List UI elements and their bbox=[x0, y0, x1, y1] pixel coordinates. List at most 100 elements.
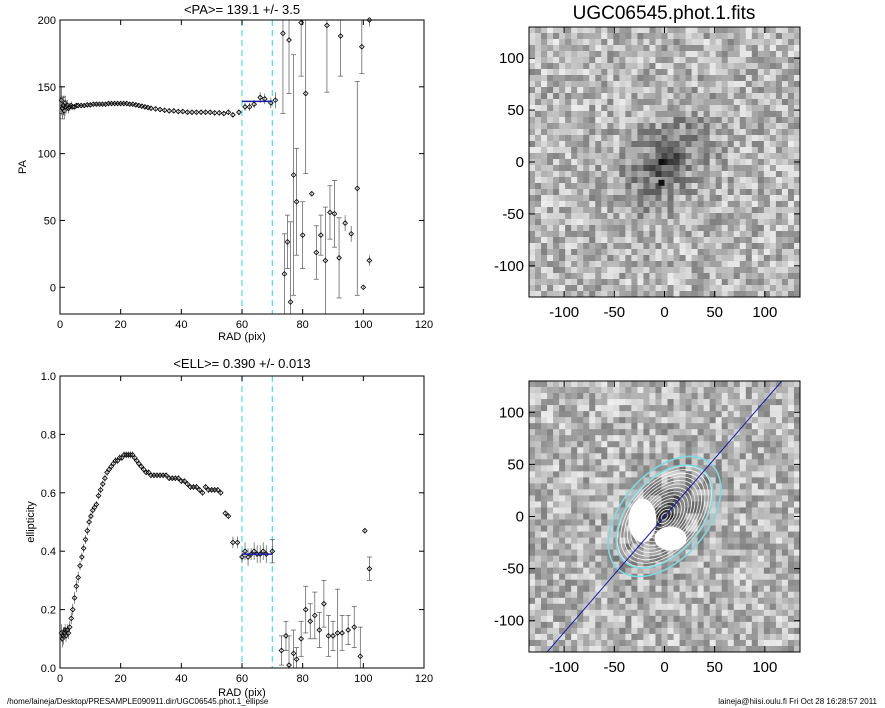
image-pixel bbox=[679, 69, 687, 76]
image-pixel bbox=[691, 147, 699, 154]
image-pixel bbox=[601, 159, 608, 166]
image-pixel bbox=[535, 147, 542, 154]
image-pixel bbox=[577, 279, 584, 286]
image-pixel bbox=[643, 477, 650, 484]
image-pixel bbox=[559, 393, 566, 400]
x-tick-label: 0 bbox=[660, 304, 668, 321]
image-pixel bbox=[595, 75, 602, 82]
image-pixel bbox=[685, 177, 693, 184]
image-pixel bbox=[637, 441, 644, 448]
image-pixel bbox=[649, 549, 656, 557]
image-pixel bbox=[553, 87, 560, 94]
image-pixel bbox=[541, 483, 548, 490]
image-pixel bbox=[667, 423, 675, 430]
image-pixel bbox=[721, 69, 729, 76]
image-pixel bbox=[625, 471, 632, 478]
image-pixel bbox=[595, 159, 602, 166]
image-pixel bbox=[763, 33, 771, 40]
image-pixel bbox=[649, 387, 656, 394]
image-pixel bbox=[601, 399, 608, 406]
image-pixel bbox=[541, 129, 548, 136]
image-pixel bbox=[715, 519, 723, 527]
image-pixel bbox=[763, 387, 771, 394]
image-pixel bbox=[583, 243, 590, 250]
image-pixel bbox=[577, 531, 584, 539]
image-pixel bbox=[697, 645, 705, 653]
image-pixel bbox=[643, 219, 650, 226]
image-pixel bbox=[727, 525, 735, 533]
image-pixel bbox=[727, 633, 735, 641]
image-pixel bbox=[559, 261, 566, 268]
image-pixel bbox=[589, 117, 596, 124]
image-pixel bbox=[595, 225, 602, 232]
image-pixel bbox=[547, 399, 554, 406]
image-pixel bbox=[619, 387, 626, 394]
image-pixel bbox=[559, 447, 566, 454]
image-pixel bbox=[601, 153, 608, 160]
image-pixel bbox=[631, 243, 638, 250]
image-pixel bbox=[727, 57, 735, 64]
image-pixel bbox=[787, 183, 795, 190]
image-pixel bbox=[667, 63, 675, 70]
image-pixel bbox=[721, 291, 729, 298]
image-pixel bbox=[541, 429, 548, 436]
image-pixel bbox=[763, 507, 771, 514]
image-pixel bbox=[739, 561, 747, 569]
image-pixel bbox=[637, 51, 644, 58]
image-pixel bbox=[763, 549, 771, 557]
image-pixel bbox=[577, 111, 584, 118]
image-pixel bbox=[775, 561, 783, 569]
image-pixel bbox=[529, 393, 536, 400]
image-pixel bbox=[745, 33, 753, 40]
image-pixel bbox=[619, 273, 626, 280]
image-pixel bbox=[727, 543, 735, 551]
image-pixel bbox=[571, 423, 578, 430]
image-pixel bbox=[583, 591, 590, 599]
image-pixel bbox=[763, 585, 771, 593]
image-pixel bbox=[595, 219, 602, 226]
image-pixel bbox=[547, 645, 554, 653]
image-pixel bbox=[709, 75, 717, 82]
image-pixel bbox=[715, 291, 723, 298]
image-pixel bbox=[739, 159, 747, 166]
image-pixel bbox=[583, 213, 590, 220]
image-pixel bbox=[685, 585, 693, 593]
image-pixel bbox=[739, 615, 747, 623]
image-pixel bbox=[547, 639, 554, 647]
image-pixel bbox=[745, 585, 753, 593]
image-pixel bbox=[559, 519, 566, 527]
image-pixel bbox=[565, 501, 572, 508]
image-pixel bbox=[595, 141, 602, 148]
image-pixel bbox=[619, 411, 626, 418]
image-pixel bbox=[685, 69, 693, 76]
image-pixel bbox=[643, 183, 650, 190]
image-pixel bbox=[751, 219, 759, 226]
image-pixel bbox=[631, 39, 638, 46]
image-pixel bbox=[781, 513, 789, 521]
image-pixel bbox=[679, 621, 687, 629]
image-pixel bbox=[673, 285, 681, 292]
image-pixel bbox=[769, 159, 777, 166]
image-pixel bbox=[757, 609, 765, 617]
image-pixel bbox=[655, 555, 662, 563]
image-pixel bbox=[745, 135, 753, 142]
image-pixel bbox=[613, 183, 620, 190]
image-pixel bbox=[577, 633, 584, 641]
image-pixel bbox=[559, 483, 566, 490]
image-pixel bbox=[697, 381, 705, 388]
image-pixel bbox=[667, 549, 675, 557]
image-pixel bbox=[547, 135, 554, 142]
image-pixel bbox=[649, 111, 656, 118]
image-pixel bbox=[715, 249, 723, 256]
image-pixel bbox=[547, 417, 554, 424]
image-pixel bbox=[535, 381, 542, 388]
image-pixel bbox=[721, 387, 729, 394]
image-pixel bbox=[565, 51, 572, 58]
image-pixel bbox=[715, 219, 723, 226]
image-pixel bbox=[637, 171, 644, 178]
image-pixel bbox=[619, 615, 626, 623]
image-pixel bbox=[541, 237, 548, 244]
image-pixel bbox=[595, 423, 602, 430]
image-pixel bbox=[619, 189, 626, 196]
image-pixel bbox=[661, 45, 669, 52]
